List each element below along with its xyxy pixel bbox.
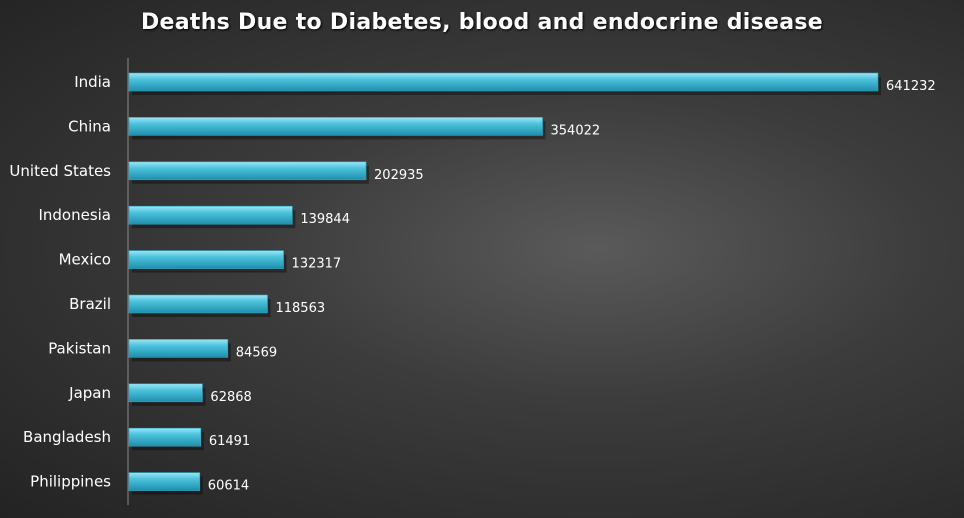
category-label: Pakistan xyxy=(48,339,111,357)
category-label: China xyxy=(68,117,111,135)
bar-indonesia xyxy=(128,205,293,225)
chart-title: Deaths Due to Diabetes, blood and endocr… xyxy=(140,10,824,35)
bar-india xyxy=(128,72,879,92)
bar-brazil xyxy=(128,294,268,314)
category-label: Mexico xyxy=(59,251,111,269)
value-label: 60614 xyxy=(208,479,249,494)
bar-philippines xyxy=(128,472,201,491)
bar-bangladesh xyxy=(128,427,202,447)
bar-china xyxy=(128,117,543,136)
bar-pakistan xyxy=(128,339,229,358)
category-label: United States xyxy=(9,162,111,180)
category-label: Bangladesh xyxy=(23,428,111,446)
value-label: 354022 xyxy=(551,123,601,138)
category-label: Brazil xyxy=(69,295,111,313)
value-label: 202935 xyxy=(374,168,424,183)
category-label: Japan xyxy=(68,384,111,402)
value-label: 132317 xyxy=(292,257,342,272)
value-label: 139844 xyxy=(300,212,350,227)
value-label: 61491 xyxy=(209,434,250,449)
bar-united-states xyxy=(128,161,367,181)
category-label: Indonesia xyxy=(38,206,111,224)
value-label: 62868 xyxy=(210,390,251,405)
value-label: 641232 xyxy=(886,79,936,94)
bar-mexico xyxy=(128,250,284,269)
bar-japan xyxy=(128,383,203,403)
category-label: India xyxy=(74,73,111,91)
value-label: 84569 xyxy=(236,345,277,360)
value-label: 118563 xyxy=(275,301,325,316)
category-label: Philippines xyxy=(30,473,111,491)
